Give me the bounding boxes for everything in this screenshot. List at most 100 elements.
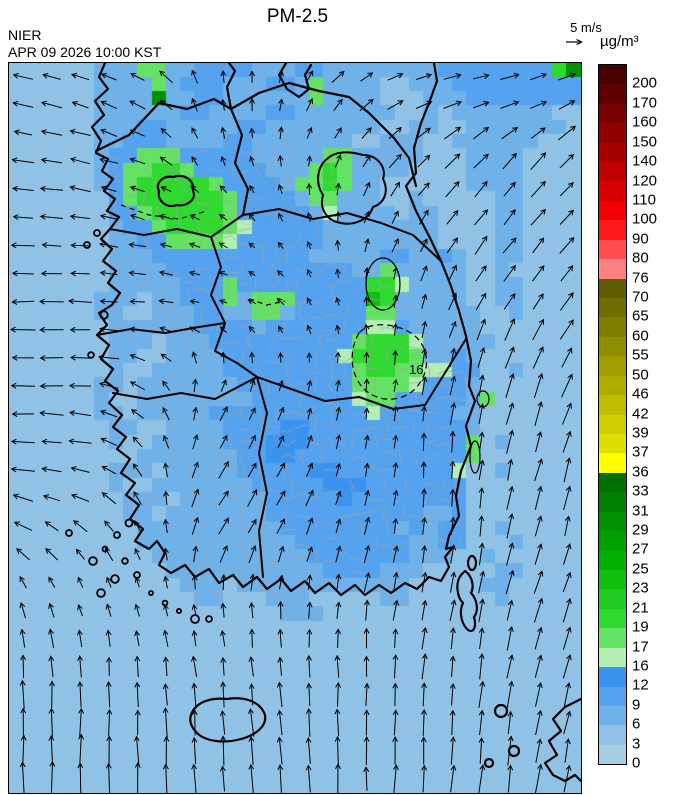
wind-arrow	[393, 463, 398, 477]
wind-arrow	[364, 710, 369, 735]
wind-arrow	[507, 682, 513, 708]
wind-arrow	[15, 522, 32, 530]
wind-arrow	[307, 547, 313, 562]
wind-arrow	[69, 439, 91, 444]
wind-arrow	[533, 347, 543, 368]
colorbar-tick-label: 110	[632, 192, 656, 207]
wind-arrow	[503, 154, 516, 170]
wind-arrow	[12, 243, 35, 248]
wind-arrow	[364, 518, 370, 535]
wind-arrow	[14, 215, 33, 220]
wind-arrow	[447, 211, 458, 225]
wind-arrow	[451, 766, 456, 793]
colorbar-tick-label: 170	[632, 95, 657, 110]
wind-arrow	[535, 487, 542, 510]
wind-arrow	[393, 268, 398, 280]
wind-arrow	[13, 101, 33, 107]
wind-arrow	[131, 299, 145, 304]
wind-arrow	[332, 72, 344, 83]
wind-arrow	[422, 710, 427, 736]
wind-arrow	[336, 602, 341, 619]
wind-arrow	[70, 411, 91, 416]
wind-arrow	[450, 490, 455, 507]
colorbar-cell	[599, 706, 626, 725]
colorbar-tick-label: 6	[632, 717, 640, 732]
wind-arrow	[364, 684, 369, 706]
wind-arrow	[561, 266, 573, 281]
wind-arrow	[14, 494, 33, 501]
wind-arrow	[475, 237, 487, 255]
wind-arrow	[43, 74, 60, 80]
colorbar-cell	[599, 240, 626, 259]
islet	[126, 520, 133, 527]
colorbar-cell	[599, 453, 626, 472]
wind-arrow	[535, 459, 543, 481]
wind-arrow	[99, 355, 119, 360]
wind-arrow	[534, 599, 542, 623]
wind-arrow	[500, 73, 518, 79]
wind-arrow	[74, 521, 87, 532]
wind-arrow	[163, 381, 170, 390]
wind-arrow	[42, 130, 62, 136]
wind-arrow	[418, 183, 429, 195]
wind-arrow	[105, 521, 114, 531]
wind-arrow	[192, 765, 197, 793]
wind-arrow	[335, 241, 340, 251]
wind-arrow	[479, 432, 484, 451]
wind-arrow	[336, 519, 341, 533]
wind-arrow	[249, 408, 255, 420]
wind-arrow	[335, 656, 340, 678]
wind-arrow	[532, 266, 543, 281]
wind-arrow	[190, 271, 200, 276]
wind-arrow	[49, 577, 55, 587]
wind-arrow	[220, 546, 228, 563]
wind-arrow	[278, 156, 283, 167]
wind-arrow	[278, 436, 284, 448]
wind-arrow	[336, 326, 341, 335]
wind-arrow	[135, 763, 140, 793]
wind-arrow	[221, 380, 226, 392]
wind-arrow	[393, 519, 398, 534]
nk-boundary-2	[279, 63, 311, 97]
wind-arrow	[336, 380, 341, 391]
wind-arrow	[536, 432, 542, 452]
wind-arrow	[451, 545, 456, 563]
colorbar-cell	[599, 279, 626, 298]
wind-arrow	[507, 543, 514, 565]
wind-arrow	[190, 299, 199, 304]
wind-arrow	[560, 183, 573, 196]
wind-arrow	[20, 762, 25, 793]
wind-arrow	[41, 214, 63, 219]
wind-arrow	[418, 155, 430, 167]
nk-boundary	[227, 63, 235, 109]
wind-arrow	[77, 549, 85, 559]
islet	[97, 589, 105, 597]
wind-arrow	[250, 157, 255, 166]
wind-arrow	[389, 128, 401, 139]
mainland-coastline	[92, 63, 475, 595]
wind-arrow	[336, 629, 341, 648]
wind-arrow	[447, 238, 457, 253]
wind-arrow	[564, 487, 571, 510]
seoul-city-boundary	[158, 176, 194, 206]
province-gyeonggi-gangwon	[231, 109, 248, 215]
wind-arrow	[365, 601, 370, 621]
colorbar-tick-label: 9	[632, 697, 640, 712]
wind-arrow	[160, 71, 173, 83]
wind-arrow	[46, 522, 59, 531]
colorbar-cell	[599, 667, 626, 686]
wind-arrow	[479, 765, 485, 793]
wind-arrow	[43, 243, 62, 248]
wind-arrow	[71, 158, 90, 164]
wind-arrow	[560, 293, 573, 311]
wind-arrow	[278, 765, 283, 793]
wind-arrow	[42, 467, 61, 472]
wind-arrow	[46, 549, 58, 560]
wind-arrow	[530, 101, 546, 108]
wind-vector-arrows	[11, 71, 575, 794]
wind-scale-arrow-icon	[562, 36, 588, 48]
wind-arrow	[479, 544, 484, 566]
wind-arrow	[307, 409, 312, 420]
wind-arrow	[364, 436, 369, 449]
wind-arrow	[161, 354, 171, 361]
